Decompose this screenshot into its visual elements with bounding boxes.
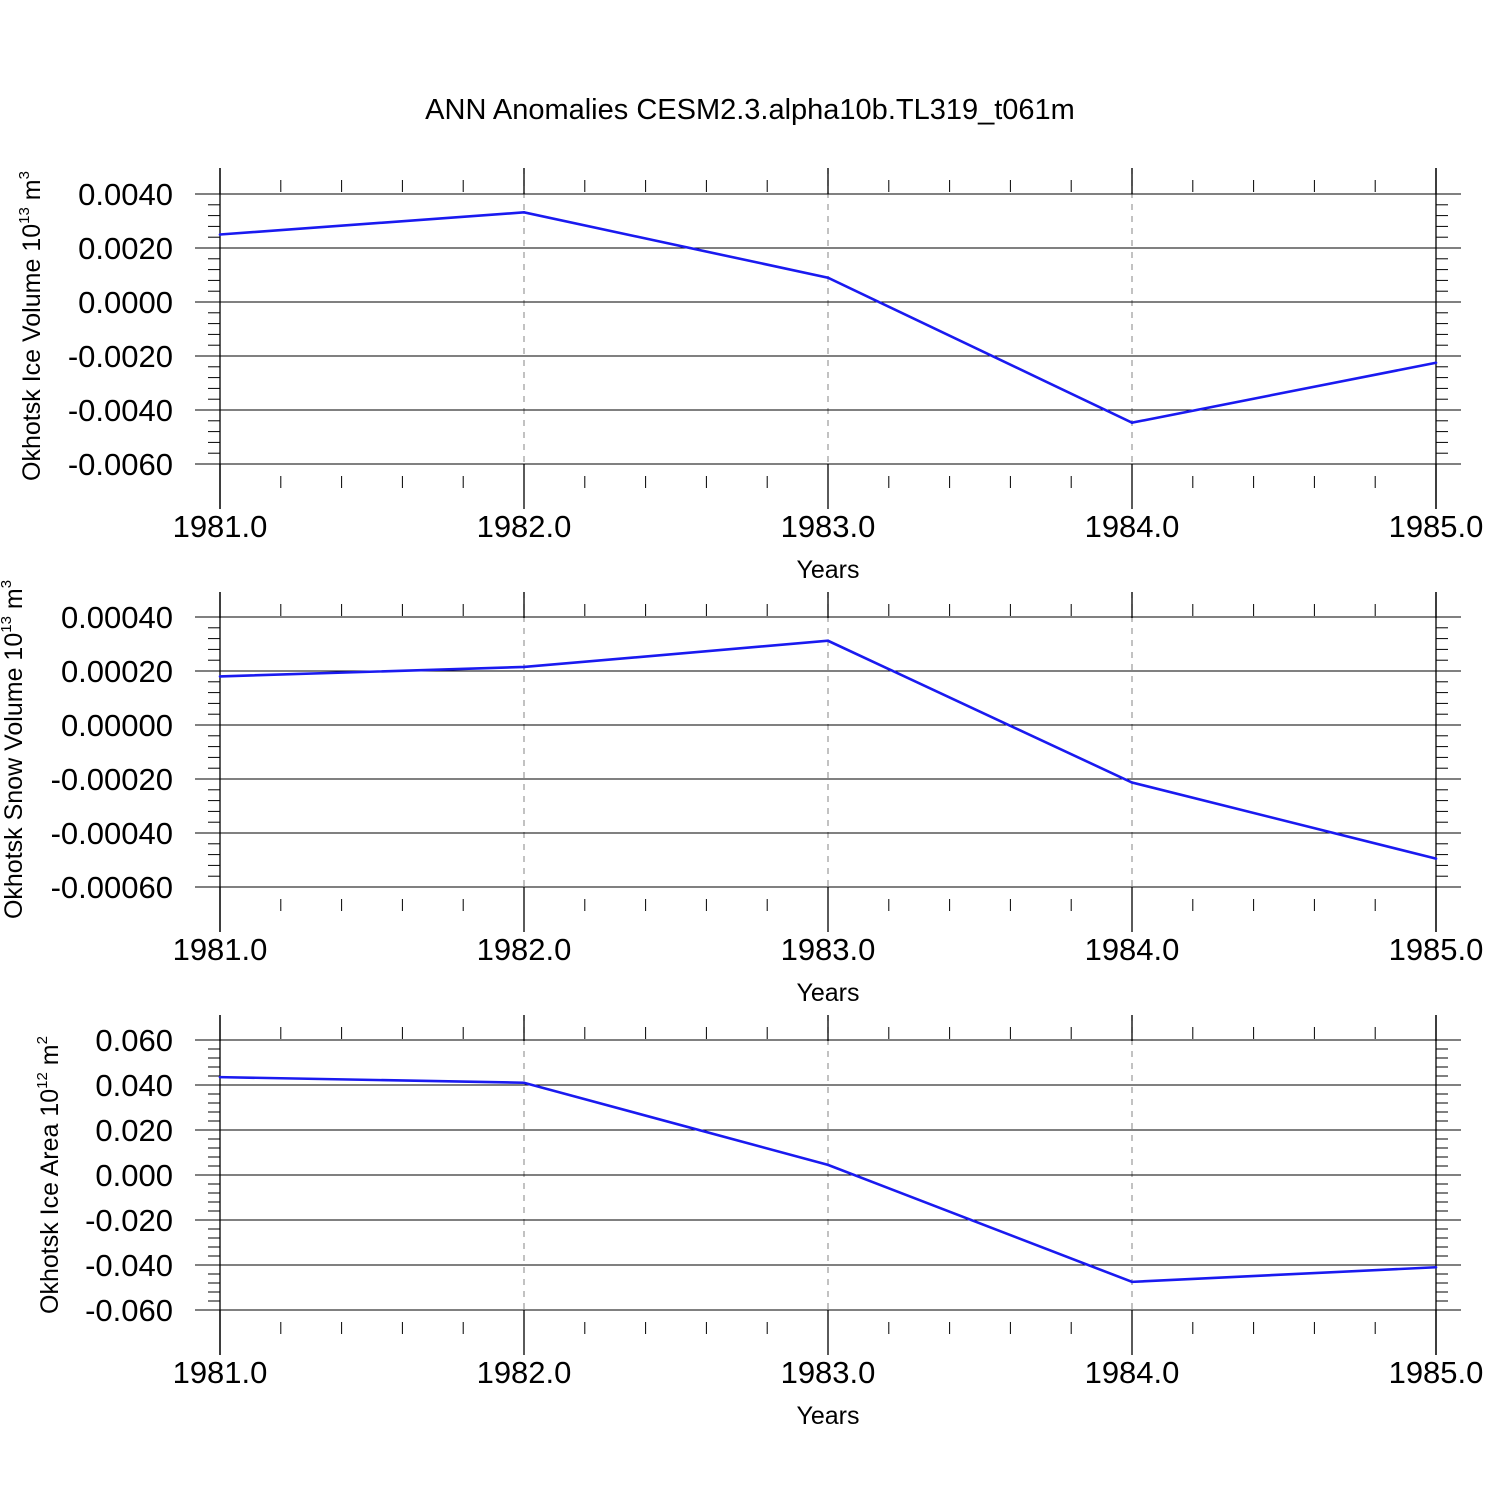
y-tick-label: -0.060 xyxy=(85,1293,173,1328)
x-tick-label: 1982.0 xyxy=(477,1355,572,1390)
y-tick-label: -0.00020 xyxy=(51,762,173,797)
y-axis-label-text: Okhotsk Snow Volume 10 xyxy=(0,633,28,919)
y-tick-label: 0.00000 xyxy=(61,708,173,743)
x-axis-label: Years xyxy=(796,556,859,584)
data-point xyxy=(1434,1265,1438,1269)
y-axis-label-text: Okhotsk Ice Area 10 xyxy=(36,1089,64,1314)
y-axis-label-text: m xyxy=(18,179,46,207)
y-tick-label: -0.0040 xyxy=(68,393,173,428)
chart-panel-3: -0.060 -0.040 -0.020 0.000 0.020 0.040 0.060 19… xyxy=(34,1015,1483,1430)
x-tick-label: 1983.0 xyxy=(781,932,876,967)
x-tick-label: 1981.0 xyxy=(173,1355,268,1390)
x-tick-label: 1985.0 xyxy=(1389,1355,1484,1390)
data-line-series-1 xyxy=(219,1075,1437,1284)
y-tick-label: 0.00020 xyxy=(61,654,173,689)
y-tick-label: -0.040 xyxy=(85,1248,173,1283)
y-tick-label: -0.0060 xyxy=(68,447,173,482)
x-tick-label: 1982.0 xyxy=(477,509,572,544)
y-axis-label-text: m xyxy=(36,1044,64,1072)
x-tick-label: 1984.0 xyxy=(1085,509,1180,544)
data-point xyxy=(826,639,830,643)
data-point xyxy=(218,1075,222,1079)
y-axis-label-exponent: 3 xyxy=(16,171,33,179)
y-tick-label: 0.000 xyxy=(95,1158,173,1193)
y-axis-label-exponent: 13 xyxy=(16,207,33,224)
y-tick-label: 0.040 xyxy=(95,1068,173,1103)
data-point xyxy=(1130,421,1134,424)
x-tick-label: 1983.0 xyxy=(781,1355,876,1390)
chart-title: ANN Anomalies CESM2.3.alpha10b.TL319_t06… xyxy=(425,94,1075,126)
y-axis-label-exponent: 13 xyxy=(0,616,15,633)
x-tick-label: 1984.0 xyxy=(1085,1355,1180,1390)
y-tick-label: 0.00040 xyxy=(61,600,173,635)
x-tick-label: 1983.0 xyxy=(781,509,876,544)
chart-panel-2: -0.00060 -0.00040 -0.00020 0.00000 0.00020 0.… xyxy=(0,580,1483,1007)
y-tick-label: -0.00060 xyxy=(51,870,173,905)
x-axis-label: Years xyxy=(796,1402,859,1430)
data-point xyxy=(826,276,830,280)
data-point xyxy=(1130,781,1134,784)
x-tick-label: 1985.0 xyxy=(1389,932,1484,967)
chart-panel-1: -0.0060 -0.0040 -0.0020 0.0000 0.0020 0.0040 1… xyxy=(16,168,1483,584)
data-point xyxy=(522,1081,526,1085)
y-tick-label: 0.0000 xyxy=(78,285,173,320)
y-tick-label: -0.020 xyxy=(85,1203,173,1238)
y-tick-label: 0.0040 xyxy=(78,177,173,212)
y-axis-label-exponent: 2 xyxy=(34,1036,51,1044)
y-axis-label: Okhotsk Snow Volume 1013 m3 xyxy=(0,580,28,919)
y-tick-label: 0.020 xyxy=(95,1113,173,1148)
data-point xyxy=(218,233,222,236)
y-axis-label-text: Okhotsk Ice Volume 10 xyxy=(18,224,46,481)
data-point xyxy=(218,675,222,678)
panels: -0.0060 -0.0040 -0.0020 0.0000 0.0020 0.0040 1… xyxy=(0,168,1483,1430)
data-point xyxy=(1434,361,1438,365)
y-tick-label: -0.0020 xyxy=(68,339,173,374)
x-tick-label: 1981.0 xyxy=(173,932,268,967)
data-point xyxy=(1434,857,1438,860)
y-axis-label-exponent: 3 xyxy=(0,580,15,588)
y-axis-label: Okhotsk Ice Area 1012 m2 xyxy=(34,1036,64,1314)
data-point xyxy=(826,1163,830,1167)
y-axis-label-text: m xyxy=(0,588,28,616)
y-tick-label: -0.00040 xyxy=(51,816,173,851)
x-tick-label: 1985.0 xyxy=(1389,509,1484,544)
x-tick-label: 1981.0 xyxy=(173,509,268,544)
y-tick-label: 0.060 xyxy=(95,1023,173,1058)
y-axis-label-exponent: 12 xyxy=(34,1072,51,1089)
data-point xyxy=(1130,1280,1134,1284)
x-tick-label: 1984.0 xyxy=(1085,932,1180,967)
x-tick-label: 1982.0 xyxy=(477,932,572,967)
data-point xyxy=(522,665,526,669)
y-tick-label: 0.0020 xyxy=(78,231,173,266)
data-point xyxy=(522,211,526,214)
y-axis-label: Okhotsk Ice Volume 1013 m3 xyxy=(16,171,46,481)
x-axis-label: Years xyxy=(796,979,859,1007)
